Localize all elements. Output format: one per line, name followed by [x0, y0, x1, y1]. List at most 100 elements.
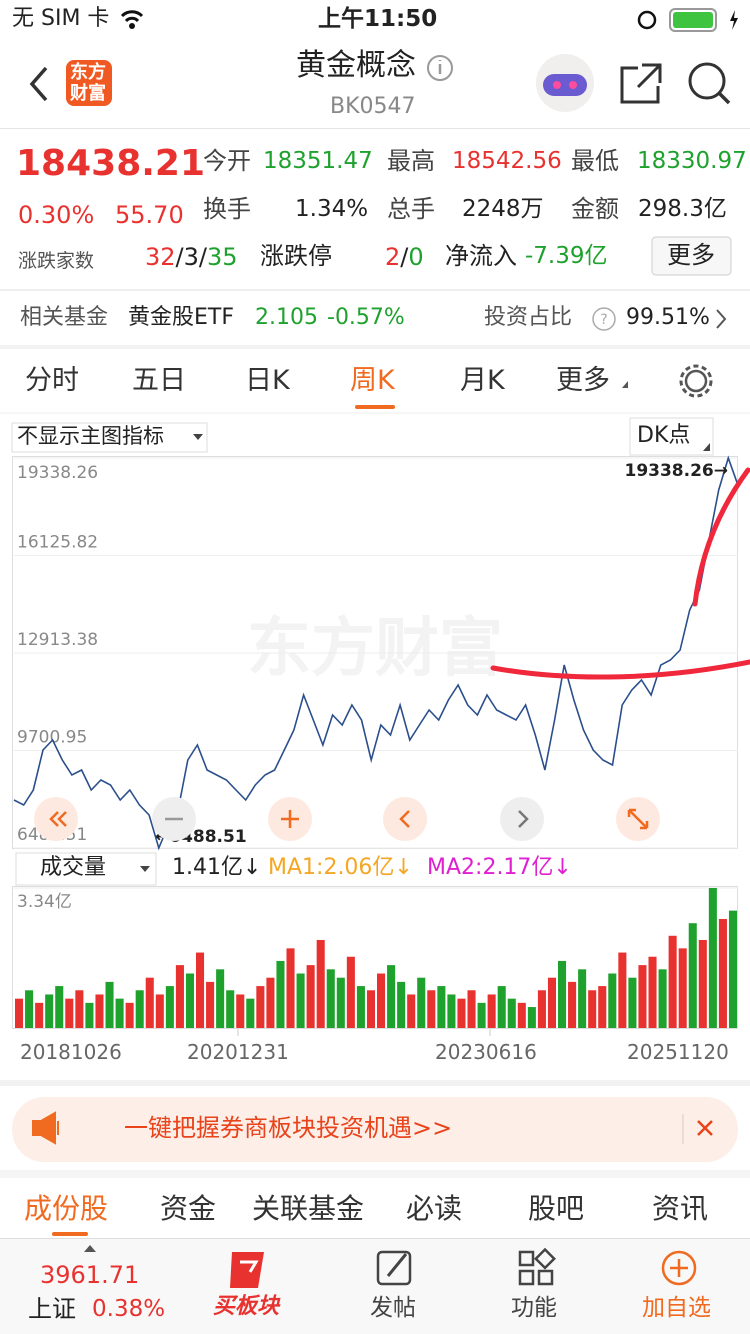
section-tab[interactable]: 必读	[406, 1192, 463, 1225]
volume-bar	[718, 919, 727, 1028]
avatar-eye	[553, 81, 561, 89]
price: 18438.21	[16, 143, 206, 184]
volume-bar	[226, 990, 235, 1028]
volume-bar	[437, 986, 446, 1028]
volume-bar	[628, 977, 637, 1028]
settings-button[interactable]	[684, 369, 708, 393]
expand-triangle[interactable]	[84, 1245, 96, 1252]
watermark: 东方财富	[247, 612, 503, 686]
y-tick-label: 16125.82	[17, 533, 98, 553]
section-tab[interactable]: 股吧	[528, 1192, 585, 1225]
banner[interactable]	[12, 1097, 738, 1162]
volume-bar	[698, 939, 707, 1028]
volume-bar	[356, 986, 365, 1028]
stat-label: 金额	[571, 195, 619, 223]
volume-bar	[467, 990, 476, 1028]
period-tab[interactable]: 周K	[350, 365, 395, 396]
nav-item[interactable]: 加自选	[642, 1295, 711, 1321]
info-icon[interactable]	[427, 55, 453, 81]
dk-button-label[interactable]: DK点	[637, 423, 691, 448]
banner-text[interactable]: 一键把握券商板块投资机遇>>	[124, 1114, 453, 1142]
indicator-select-label[interactable]: 不显示主图指标	[17, 424, 164, 448]
chevron[interactable]	[716, 309, 727, 329]
volume-bar	[668, 935, 677, 1028]
breadth: 32/3/35	[145, 243, 238, 271]
volume-bar	[155, 994, 164, 1028]
price-chart: 东方财富19338.2616125.8212913.389700.956488.…	[13, 455, 739, 851]
period-tab[interactable]: 月K	[460, 365, 505, 396]
volume-bar	[487, 994, 496, 1028]
tab-underline	[355, 405, 395, 409]
fund-name[interactable]: 黄金股ETF	[128, 305, 234, 330]
battery	[669, 8, 717, 32]
glyph	[281, 810, 299, 828]
volume-bar	[246, 998, 255, 1028]
section-tab[interactable]: 关联基金	[252, 1192, 365, 1225]
x-tick-label: 20230616	[435, 1040, 537, 1064]
help-icon[interactable]	[592, 307, 616, 331]
charging-icon	[730, 10, 738, 30]
volume-bar	[145, 977, 154, 1028]
icon-glyph	[386, 1253, 408, 1277]
x-tick-label: 20181026	[20, 1040, 122, 1064]
icon-glyph	[240, 1260, 259, 1273]
scroll-left[interactable]	[383, 797, 427, 841]
back-button[interactable]	[29, 66, 48, 102]
glyph	[627, 808, 649, 830]
code: BK0547	[330, 94, 416, 119]
volume-bar	[497, 986, 506, 1028]
volume-bar	[547, 977, 556, 1028]
flat-count: 3	[183, 243, 199, 271]
volume-bar	[165, 986, 174, 1028]
volume-select[interactable]	[15, 852, 157, 886]
post-icon[interactable]	[376, 1250, 412, 1286]
nav-item[interactable]: 发帖	[370, 1295, 416, 1321]
share-button[interactable]	[620, 63, 662, 104]
add-watch-icon[interactable]	[661, 1250, 697, 1286]
tab-underline	[52, 1232, 88, 1236]
ma2: MA2:2.17亿↓	[427, 855, 572, 880]
volume-bar	[25, 990, 34, 1028]
scroll-right[interactable]	[500, 797, 544, 841]
stat-value: 18351.47	[263, 148, 373, 174]
zoom-out-far[interactable]	[34, 797, 78, 841]
banner-close[interactable]	[697, 1120, 713, 1136]
volume-bar	[266, 977, 275, 1028]
megaphone-icon	[32, 1111, 59, 1145]
fund-label: 相关基金	[20, 305, 109, 330]
indicator-select[interactable]	[11, 422, 208, 453]
avatar-face	[543, 74, 587, 96]
volume-select-label[interactable]: 成交量	[40, 855, 107, 880]
index-change: 0.38%	[92, 1296, 166, 1322]
help-glyph: ?	[600, 312, 607, 328]
volume-bar	[175, 965, 184, 1028]
period-tab[interactable]: 日K	[245, 365, 290, 396]
section-tab[interactable]: 资讯	[652, 1192, 709, 1225]
volume-bar	[216, 969, 225, 1028]
buy-sector-icon[interactable]	[230, 1252, 264, 1288]
section-tab[interactable]: 成份股	[24, 1192, 109, 1225]
search-handle	[717, 91, 731, 105]
period-tab[interactable]: 更多	[556, 365, 610, 396]
y-tick-label: 12913.38	[17, 630, 98, 650]
more-button[interactable]	[651, 236, 732, 276]
section-tab[interactable]: 资金	[160, 1192, 217, 1225]
change-pct: 0.30%	[18, 201, 95, 229]
volume-bar	[638, 965, 647, 1028]
y-tick-label: 3.34亿	[17, 892, 72, 912]
hand-drawn-mark	[490, 659, 750, 680]
stat-value: 2248万	[462, 196, 544, 222]
search-button[interactable]	[688, 62, 726, 100]
nav-item[interactable]: 功能	[511, 1295, 557, 1321]
volume-bar	[477, 1002, 486, 1028]
dk-button[interactable]	[629, 417, 714, 456]
volume-bar	[256, 986, 265, 1028]
volume-bar	[397, 981, 406, 1028]
function-icon[interactable]	[518, 1247, 556, 1286]
volume-bar	[507, 998, 516, 1028]
stat-label: 换手	[203, 195, 251, 223]
period-tab[interactable]: 分时	[25, 365, 79, 396]
more-button-label[interactable]: 更多	[667, 241, 715, 269]
nav-item[interactable]: 买板块	[213, 1294, 280, 1319]
period-tab[interactable]: 五日	[132, 365, 186, 396]
